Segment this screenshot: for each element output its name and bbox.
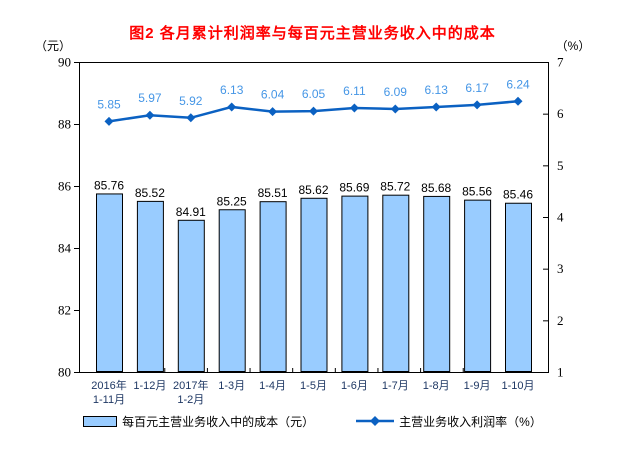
bar	[259, 201, 287, 372]
left-axis-tick-label: 88	[58, 117, 71, 132]
bar-value-label: 85.56	[462, 185, 492, 199]
line-point-marker	[349, 103, 359, 113]
line-point-marker	[227, 102, 237, 112]
right-axis-tick-label: 7	[557, 55, 564, 70]
chart-title: 图2 各月累计利润率与每百元主营业务收入中的成本	[129, 25, 496, 42]
line-point-marker	[513, 96, 523, 106]
line-value-label: 6.09	[384, 85, 408, 99]
bar	[382, 194, 410, 372]
legend: 每百元主营业务收入中的成本（元） 主营业务收入利润率（%）	[0, 413, 625, 430]
line-point-marker	[145, 110, 155, 120]
line-value-label: 6.17	[465, 81, 489, 95]
bar	[177, 219, 205, 372]
line-point-marker	[309, 106, 318, 116]
bar	[136, 200, 164, 372]
bar	[423, 195, 451, 372]
x-axis-category-label: 1-9月	[464, 380, 491, 392]
line-value-label: 6.11	[343, 84, 366, 98]
line-point-marker	[390, 104, 400, 114]
bar-series-label: 每百元主营业务收入中的成本（元）	[122, 415, 315, 429]
x-axis-category-label: 1-12月	[133, 380, 166, 392]
line-series-swatch	[356, 415, 395, 429]
bar-value-label: 85.62	[298, 183, 328, 197]
x-axis-category-label: 1-11月	[93, 394, 125, 406]
legend-item-line-series: 主营业务收入利润率（%）	[356, 413, 542, 430]
plot-frame	[79, 62, 549, 373]
bar-value-label: 84.91	[176, 205, 206, 219]
line-value-label: 6.13	[220, 83, 244, 97]
bar-value-label: 85.51	[258, 186, 288, 200]
bar	[96, 193, 123, 372]
bar	[341, 195, 369, 372]
right-axis-unit: （%）	[556, 39, 591, 53]
line-point-marker	[104, 116, 114, 126]
line-value-label: 5.85	[97, 97, 121, 111]
right-axis-tick-label: 5	[557, 158, 564, 173]
line-point-marker	[186, 113, 196, 123]
bar	[464, 199, 492, 372]
line-value-label: 5.92	[179, 94, 203, 108]
bar-value-label: 85.72	[380, 180, 410, 194]
line-value-label: 6.04	[261, 88, 285, 102]
x-axis-category-label: 1-6月	[341, 380, 368, 392]
x-axis-category-label: 1-3月	[218, 380, 245, 392]
line-point-marker	[268, 107, 278, 117]
left-axis-tick-label: 84	[58, 241, 72, 256]
bar-value-label: 85.25	[217, 194, 247, 208]
line-value-label: 5.97	[138, 91, 162, 105]
line-value-label: 6.05	[302, 87, 326, 101]
right-axis-tick-label: 1	[557, 365, 564, 380]
right-axis-tick-label: 3	[557, 261, 564, 276]
line-value-label: 6.24	[506, 77, 530, 91]
line-point-marker	[431, 102, 441, 112]
left-axis-tick-label: 90	[58, 55, 71, 70]
x-axis-category-label: 1-4月	[259, 380, 286, 392]
bar-value-label: 85.68	[421, 181, 451, 195]
bar-series-swatch	[83, 416, 118, 427]
bar-value-label: 85.46	[503, 188, 533, 202]
legend-item-bar-series: 每百元主营业务收入中的成本（元）	[83, 413, 314, 430]
left-axis-unit: （元）	[35, 39, 71, 53]
x-axis-category-label: 1-7月	[382, 380, 409, 392]
left-axis-tick-label: 86	[58, 179, 72, 194]
line-series-label: 主营业务收入利润率（%）	[399, 415, 542, 429]
x-axis-category-label: 1-8月	[423, 380, 450, 392]
left-axis-tick-label: 80	[58, 365, 71, 380]
bar	[300, 197, 328, 372]
right-axis-tick-label: 6	[557, 106, 564, 121]
right-axis-tick-label: 4	[557, 210, 564, 225]
line-point-marker	[472, 100, 482, 110]
x-axis-category-label: 1-5月	[300, 380, 327, 392]
bar	[218, 209, 246, 372]
bar-value-label: 85.52	[135, 186, 165, 200]
bar	[505, 202, 532, 372]
right-axis-tick-label: 2	[557, 313, 564, 328]
x-axis-category-label: 1-2月	[177, 394, 204, 406]
left-axis-tick-label: 82	[58, 303, 71, 318]
bar-value-label: 85.76	[94, 178, 124, 192]
x-axis-category-label: 2016年	[91, 378, 126, 392]
line-value-label: 6.13	[425, 83, 449, 97]
x-axis-category-label: 2017年	[173, 378, 208, 392]
bar-value-label: 85.69	[339, 181, 369, 195]
x-axis-category-label: 1-10月	[501, 380, 534, 392]
